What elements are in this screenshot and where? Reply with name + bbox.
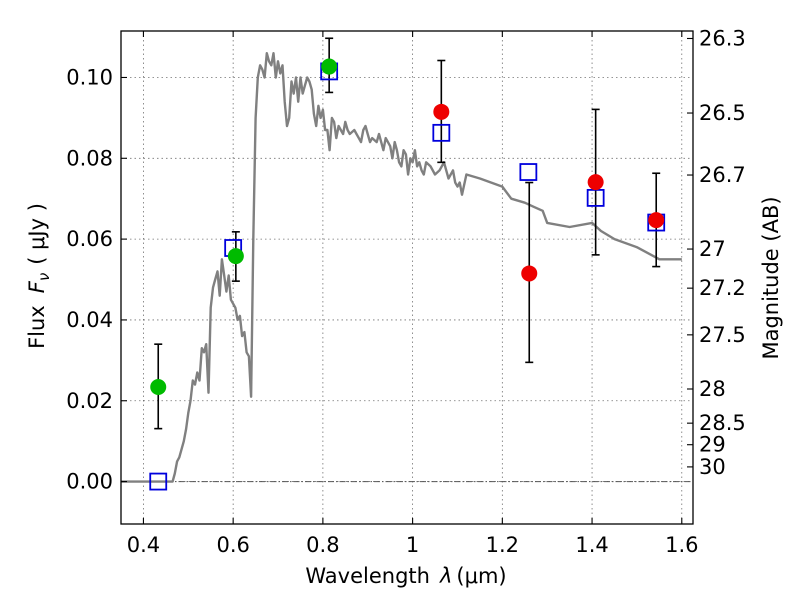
observed-point-green [227,248,244,265]
x-tick-label: 0.4 [127,533,160,557]
magnitude-tick-label: 27.5 [699,323,746,347]
magnitude-tick-label: 26.7 [699,163,746,187]
data-points [149,58,666,491]
magnitude-tick-label: 28 [699,377,726,401]
y-tick-label: 0.00 [66,470,113,494]
x-tick-label: 0.8 [306,533,339,557]
magnitude-tick-label: 27.2 [699,276,746,300]
observed-point-red [521,265,538,282]
error-bars [154,37,661,430]
y-axis-ticks: 0.00 0.02 0.04 0.06 0.08 0.10 [66,65,127,494]
y-tick-label: 0.08 [66,146,113,170]
y-tick-label: 0.02 [66,389,113,413]
observed-point-red [433,103,450,120]
model-point-square [149,472,168,491]
x-axis-ticks: 0.4 0.6 0.8 1 1.2 1.4 1.6 [127,31,698,557]
x-tick-label: 1.6 [665,533,698,557]
x-tick-label: 1.2 [486,533,519,557]
y-tick-label: 0.10 [66,65,113,89]
model-spectrum [121,52,682,483]
observed-point-green [150,379,167,396]
model-point-square [432,123,451,142]
observed-point-green [321,58,338,75]
model-spectrum-line [121,52,682,483]
magnitude-tick-label: 26.3 [699,26,746,50]
y-axis-label: FluxFν( μJy ) [25,203,53,349]
plot-frame [120,30,694,525]
magnitude-axis-label: Magnitude (AB) [759,196,783,359]
x-tick-label: 0.6 [216,533,249,557]
x-tick-label: 1.4 [575,533,608,557]
magnitude-tick-label: 29 [699,433,726,457]
grid-lines [121,31,693,524]
plot-frame-border [120,30,694,525]
observed-point-red [648,212,665,229]
x-tick-label: 1 [406,533,419,557]
magnitude-tick-label: 26.5 [699,101,746,125]
model-point-square [519,163,538,181]
x-axis-label: Wavelength λ (μm) [305,564,506,588]
y-tick-label: 0.04 [66,308,113,332]
magnitude-tick-label: 30 [699,455,726,479]
observed-point-red [587,174,604,191]
y-tick-label: 0.06 [66,227,113,251]
magnitude-tick-label: 28.5 [699,411,746,435]
magnitude-tick-label: 27 [699,237,726,261]
